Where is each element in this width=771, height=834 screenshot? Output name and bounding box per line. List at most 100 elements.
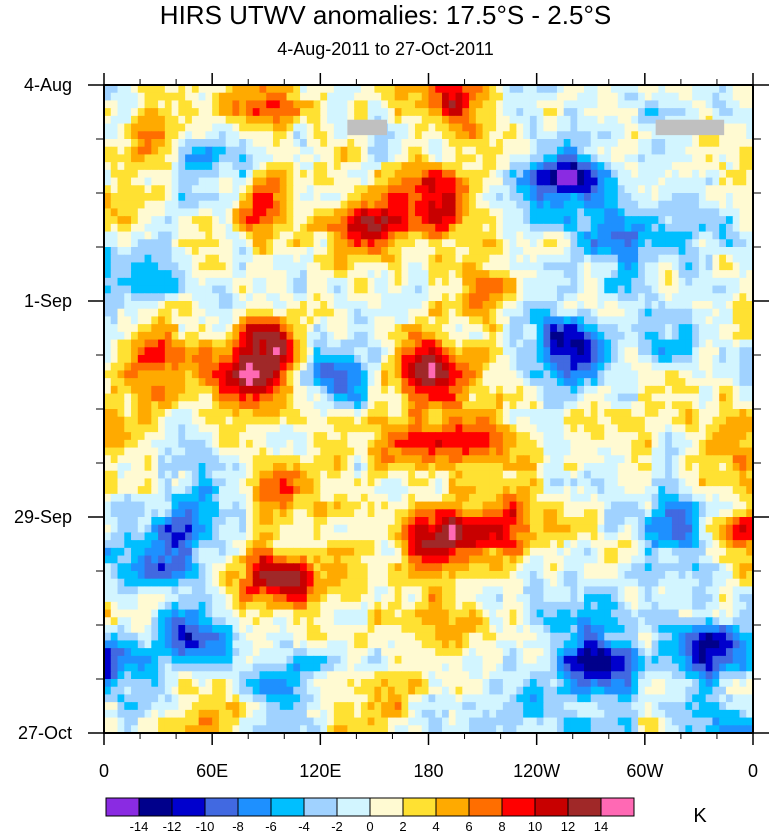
heatmap-cell (131, 416, 139, 426)
heatmap-cell (306, 169, 315, 179)
heatmap-cell (327, 478, 335, 487)
heatmap-cell (536, 347, 545, 356)
heatmap-cell (137, 162, 146, 171)
heatmap-cell (638, 385, 646, 395)
heatmap-cell (252, 455, 261, 464)
heatmap-cell (158, 416, 166, 426)
heatmap-cell (245, 208, 254, 217)
heatmap-cell (705, 478, 714, 487)
heatmap-cell (394, 131, 403, 140)
heatmap-cell (232, 254, 240, 264)
heatmap-cell (306, 416, 315, 426)
heatmap-cell (523, 285, 531, 294)
heatmap-cell (725, 447, 734, 456)
heatmap-cell (158, 154, 166, 163)
heatmap-cell (421, 85, 430, 94)
heatmap-cell (631, 347, 639, 356)
heatmap-cell (259, 85, 267, 94)
heatmap-cell (712, 154, 720, 163)
heatmap-cell (300, 416, 308, 426)
heatmap-cell (306, 100, 315, 109)
heatmap-cell (104, 100, 112, 109)
heatmap-cell (469, 301, 477, 310)
heatmap-cell (374, 447, 382, 456)
heatmap-cell (536, 200, 545, 210)
heatmap-cell (739, 123, 747, 132)
heatmap-cell (698, 370, 707, 379)
heatmap-cell (631, 223, 639, 233)
heatmap-cell (401, 370, 409, 379)
heatmap-cell (732, 185, 741, 194)
heatmap-cell (583, 316, 592, 325)
heatmap-cell (137, 247, 146, 256)
heatmap-cell (340, 393, 348, 402)
heatmap-cell (306, 432, 315, 441)
heatmap-cell (462, 301, 470, 310)
heatmap-cell (719, 370, 727, 379)
heatmap-cell (306, 162, 315, 171)
heatmap-cell (570, 439, 578, 449)
heatmap-cell (644, 378, 653, 387)
heatmap-cell (354, 169, 362, 179)
heatmap-cell (158, 293, 166, 302)
heatmap-cell (259, 254, 267, 264)
heatmap-cell (543, 200, 551, 210)
heatmap-cell (191, 301, 200, 310)
heatmap-cell (746, 185, 753, 194)
heatmap-cell (529, 409, 538, 418)
heatmap-cell (110, 216, 119, 225)
heatmap-cell (401, 139, 409, 148)
heatmap-cell (685, 208, 693, 217)
heatmap-cell (631, 123, 639, 132)
heatmap-cell (300, 254, 308, 264)
heatmap-cell (611, 108, 619, 117)
heatmap-cell (509, 131, 517, 140)
heatmap-cell (590, 247, 599, 256)
heatmap-cell (698, 439, 707, 449)
heatmap-cell (320, 424, 328, 433)
heatmap-cell (516, 139, 524, 148)
heatmap-cell (496, 223, 504, 233)
heatmap-cell (550, 347, 558, 356)
heatmap-cell (651, 123, 659, 132)
heatmap-cell (489, 339, 497, 348)
heatmap-cell (719, 223, 727, 233)
heatmap-cell (185, 347, 193, 356)
heatmap-cell (266, 378, 274, 387)
heatmap-cell (678, 424, 686, 433)
heatmap-cell (442, 208, 450, 217)
heatmap-cell (259, 478, 267, 487)
heatmap-cell (658, 92, 666, 102)
heatmap-cell (266, 308, 274, 318)
heatmap-cell (158, 432, 166, 441)
heatmap-cell (638, 231, 646, 240)
heatmap-cell (104, 331, 112, 341)
heatmap-cell (340, 285, 348, 294)
heatmap-cell (665, 200, 673, 210)
heatmap-cell (739, 378, 747, 387)
heatmap-cell (698, 247, 707, 256)
heatmap-cell (597, 447, 605, 456)
heatmap-cell (117, 447, 125, 456)
heatmap-cell (475, 92, 484, 102)
heatmap-cell (583, 154, 592, 163)
heatmap-cell (144, 85, 152, 94)
heatmap-cell (462, 331, 470, 341)
heatmap-cell (293, 139, 301, 148)
heatmap-cell (158, 162, 166, 171)
heatmap-cell (577, 416, 585, 426)
heatmap-cell (347, 231, 355, 240)
heatmap-cell (158, 285, 166, 294)
heatmap-cell (638, 370, 646, 379)
heatmap-cell (685, 231, 693, 240)
heatmap-cell (300, 270, 308, 279)
heatmap-cell (671, 378, 680, 387)
heatmap-cell (442, 262, 450, 271)
heatmap-cell (698, 169, 707, 179)
heatmap-cell (313, 463, 321, 472)
heatmap-cell (462, 416, 470, 426)
heatmap-cell (644, 185, 653, 194)
heatmap-cell (536, 378, 545, 387)
heatmap-cell (712, 416, 720, 426)
heatmap-cell (428, 455, 436, 464)
